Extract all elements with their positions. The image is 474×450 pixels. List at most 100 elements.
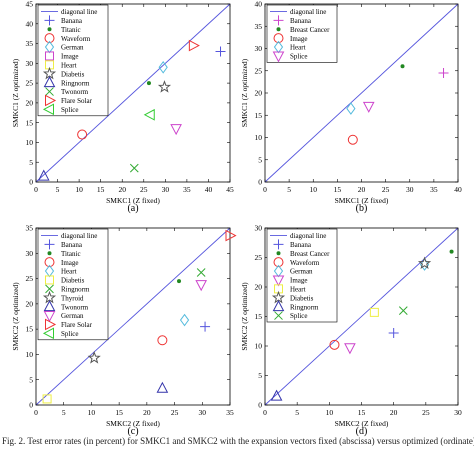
y-tick-label: 5 <box>29 158 33 167</box>
x-tick-label: 15 <box>97 185 105 194</box>
y-tick-label: 0 <box>29 401 33 410</box>
panel-a: 0 5 10 15 20 25 30 35 40 45 0 5 10 15 20 25 30 35 40 45 SMKC… <box>11 0 234 214</box>
legend-marker <box>45 318 57 331</box>
legend-label: Flare Solar <box>61 97 93 105</box>
legend-label: Splice <box>61 330 79 338</box>
data-point <box>196 268 206 277</box>
legend-marker <box>272 275 285 287</box>
y-tick-label: 5 <box>258 155 262 164</box>
legend-marker <box>271 290 286 304</box>
legend-marker <box>276 251 281 256</box>
x-tick-label: 30 <box>162 185 170 194</box>
legend-label: Diabetis <box>61 277 85 285</box>
legend-label: Image <box>290 35 308 43</box>
legend-marker <box>47 251 52 256</box>
data-point <box>143 108 155 121</box>
legend-label: Twonorm <box>61 303 89 311</box>
data-point <box>449 249 454 254</box>
diagonal-line <box>264 227 459 406</box>
data-point <box>398 306 408 315</box>
x-tick-label: 25 <box>422 408 430 417</box>
x-tick-label: 10 <box>326 408 334 417</box>
y-tick-label: 25 <box>26 79 34 88</box>
legend-label: Ringnorm <box>290 303 319 311</box>
legend-marker <box>272 300 285 312</box>
y-axis-label: SMKC2 (Z optimized) <box>11 282 20 351</box>
x-tick-label: 20 <box>143 408 151 417</box>
legend-label: diagonal line <box>61 8 97 16</box>
x-tick-label: 20 <box>118 185 126 194</box>
y-tick-label: 10 <box>255 133 263 142</box>
legend-label: Titanic <box>61 250 81 258</box>
x-tick-label: 10 <box>88 408 96 417</box>
data-point <box>419 258 430 271</box>
y-tick-label: 20 <box>255 283 263 292</box>
legend-label: Banana <box>290 17 312 25</box>
figure-caption: Fig. 2. Test error rates (in percent) fo… <box>2 436 474 446</box>
data-point <box>215 46 226 57</box>
legend-marker <box>44 239 55 250</box>
y-tick-label: 25 <box>26 274 34 283</box>
y-tick-label: 10 <box>26 138 34 147</box>
legend-marker <box>45 275 54 285</box>
x-tick-label: 10 <box>310 185 318 194</box>
legend-label: Breast Cancer <box>290 250 330 258</box>
plot-frame <box>35 227 231 406</box>
legend-label: Image <box>290 277 308 285</box>
data-point <box>270 389 283 401</box>
y-tick-label: 30 <box>26 249 34 258</box>
data-point <box>200 321 211 332</box>
x-tick-label: 20 <box>390 408 398 417</box>
panel-c: 0 5 10 15 20 25 30 35 0 5 10 15 20 25 30 35 SMKC2 (Z fix… <box>11 224 237 437</box>
plot-frame <box>35 3 231 183</box>
data-point <box>179 313 190 327</box>
x-tick-label: 30 <box>406 185 414 194</box>
y-tick-label: 30 <box>255 224 263 233</box>
y-tick-label: 35 <box>255 22 263 31</box>
legend-label: Splice <box>61 106 79 114</box>
legend-label: Splice <box>290 53 308 61</box>
legend-marker <box>43 76 56 88</box>
y-tick-label: 30 <box>26 59 34 68</box>
x-axis-label: SMKC2 (Z fixed) <box>335 419 389 428</box>
legend-marker <box>273 33 284 44</box>
legend-label: Heart <box>290 285 306 293</box>
x-tick-label: 25 <box>382 185 390 194</box>
legend-label: diagonal line <box>290 232 326 240</box>
y-tick-label: 20 <box>255 89 263 98</box>
data-point <box>146 81 151 86</box>
legend-marker <box>272 51 285 63</box>
legend-label: Diabetis <box>290 294 314 302</box>
legend: diagonal lineBananaTitanicImageHeartDiab… <box>37 228 109 341</box>
data-point <box>344 343 356 355</box>
x-tick-label: 10 <box>75 185 83 194</box>
diagonal-line <box>35 227 231 406</box>
legend-label: Splice <box>290 312 308 320</box>
y-tick-label: 0 <box>258 401 262 410</box>
y-tick-label: 25 <box>255 66 263 75</box>
panel-d: 0 5 10 15 20 25 30 0 5 10 15 20 25 30 SMKC2 (Z fixed) S… <box>240 224 462 437</box>
data-point <box>438 67 449 78</box>
y-tick-label: 10 <box>26 350 34 359</box>
data-point <box>156 381 169 393</box>
legend-marker <box>42 290 57 304</box>
legend-marker <box>47 27 52 32</box>
y-axis-label: SMKC1 (Z optimized) <box>240 58 249 127</box>
x-axis-label: SMKC1 (Z fixed) <box>106 196 160 205</box>
x-tick-label: 0 <box>263 185 267 194</box>
y-tick-label: 15 <box>255 111 263 120</box>
legend-label: Waveform <box>290 259 320 267</box>
legend: diagonal lineBananaTitanicWaveformGerman… <box>37 4 109 117</box>
y-tick-label: 45 <box>26 0 34 9</box>
y-tick-label: 15 <box>26 325 34 334</box>
legend-label: Heart <box>290 44 306 52</box>
y-tick-label: 30 <box>255 44 263 53</box>
data-point <box>417 256 432 270</box>
x-axis-label: SMKC1 (Z fixed) <box>335 196 389 205</box>
x-tick-label: 30 <box>199 408 207 417</box>
y-tick-label: 20 <box>26 98 34 107</box>
data-point <box>87 351 101 364</box>
legend-label: diagonal line <box>290 8 326 16</box>
